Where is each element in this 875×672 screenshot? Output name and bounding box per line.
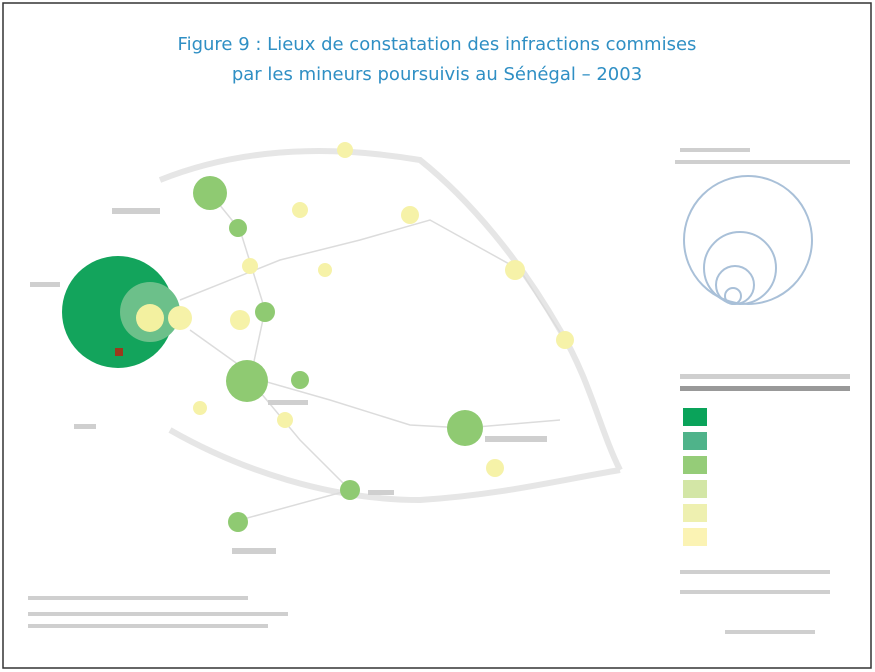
map (30, 142, 623, 554)
circles-medium (193, 176, 483, 532)
label-blur (232, 548, 276, 554)
label-blur (268, 400, 308, 405)
swatch (683, 504, 707, 522)
circle (193, 176, 227, 210)
circle-inner (136, 304, 164, 332)
circle (292, 202, 308, 218)
circle (401, 206, 419, 224)
circle (505, 260, 525, 280)
legend-blur (680, 590, 830, 594)
circle (337, 142, 353, 158)
marker (115, 348, 123, 356)
size-legend (683, 175, 813, 305)
legend (675, 148, 850, 634)
circle (255, 302, 275, 322)
legend-blur (725, 630, 815, 634)
label-blur (112, 208, 160, 214)
label-blur (485, 436, 547, 442)
circle (229, 219, 247, 237)
circles-small (168, 142, 574, 477)
circle (486, 459, 504, 477)
circle (228, 512, 248, 532)
label-blur (30, 282, 60, 287)
map-labels (30, 208, 547, 554)
legend-blur (680, 148, 750, 152)
circle (318, 263, 332, 277)
swatch (683, 432, 707, 450)
swatch (683, 408, 707, 426)
note-blur (28, 624, 268, 628)
circle (447, 410, 483, 446)
road (179, 219, 566, 341)
source-note (28, 596, 288, 628)
legend-blur (675, 160, 850, 164)
circle (291, 371, 309, 389)
border (168, 427, 621, 504)
road (239, 379, 352, 521)
circle (340, 480, 360, 500)
circle (556, 331, 574, 349)
note-blur (28, 612, 288, 616)
swatch (683, 456, 707, 474)
label-blur (368, 490, 394, 495)
circle (242, 258, 258, 274)
border (158, 148, 623, 472)
circle (226, 360, 268, 402)
swatch (683, 480, 707, 498)
legend-blur (680, 386, 850, 391)
legend-blur (680, 570, 830, 574)
label-blur (74, 424, 96, 429)
legend-blur (680, 374, 850, 379)
circle (193, 401, 207, 415)
circle (168, 306, 192, 330)
circle (277, 412, 293, 428)
note-blur (28, 596, 248, 600)
circle (724, 287, 742, 305)
swatch (683, 528, 707, 546)
title-line: par les mineurs poursuivis au Sénégal – … (232, 64, 642, 85)
circle (230, 310, 250, 330)
title-line: Figure 9 : Lieux de constatation des inf… (178, 34, 697, 55)
